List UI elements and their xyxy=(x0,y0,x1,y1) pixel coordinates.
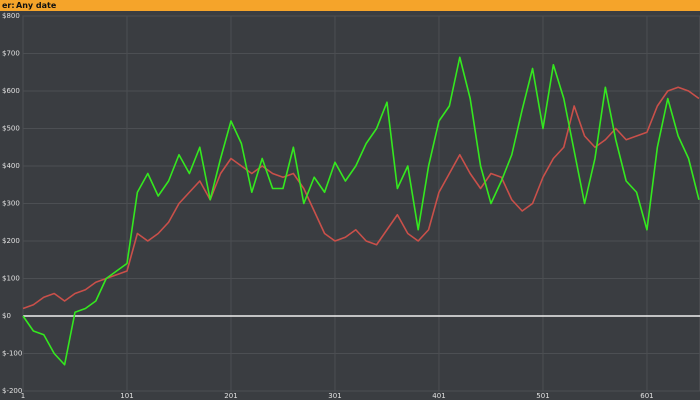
x-tick-label: 201 xyxy=(224,392,237,400)
x-tick-label: 301 xyxy=(328,392,341,400)
x-tick-label: 1 xyxy=(21,392,25,400)
y-tick-label: $800 xyxy=(2,12,20,20)
filter-label: er: xyxy=(2,1,15,10)
y-tick-label: $200 xyxy=(2,237,20,245)
y-tick-label: $100 xyxy=(2,275,20,283)
x-tick-label: 401 xyxy=(432,392,445,400)
y-tick-label: $400 xyxy=(2,162,20,170)
y-tick-label: $-200 xyxy=(2,387,22,395)
series-line xyxy=(22,56,700,366)
x-tick-label: 501 xyxy=(536,392,549,400)
filter-bar xyxy=(0,0,700,11)
y-tick-label: $500 xyxy=(2,125,20,133)
series-line xyxy=(22,86,700,310)
filter-value[interactable]: Any date xyxy=(16,1,57,10)
y-tick-label: $300 xyxy=(2,200,20,208)
y-tick-label: $600 xyxy=(2,87,20,95)
x-tick-label: 101 xyxy=(120,392,133,400)
y-tick-label: $700 xyxy=(2,50,20,58)
y-tick-label: $-100 xyxy=(2,350,22,358)
x-tick-label: 601 xyxy=(640,392,653,400)
y-tick-label: $0 xyxy=(2,312,11,320)
